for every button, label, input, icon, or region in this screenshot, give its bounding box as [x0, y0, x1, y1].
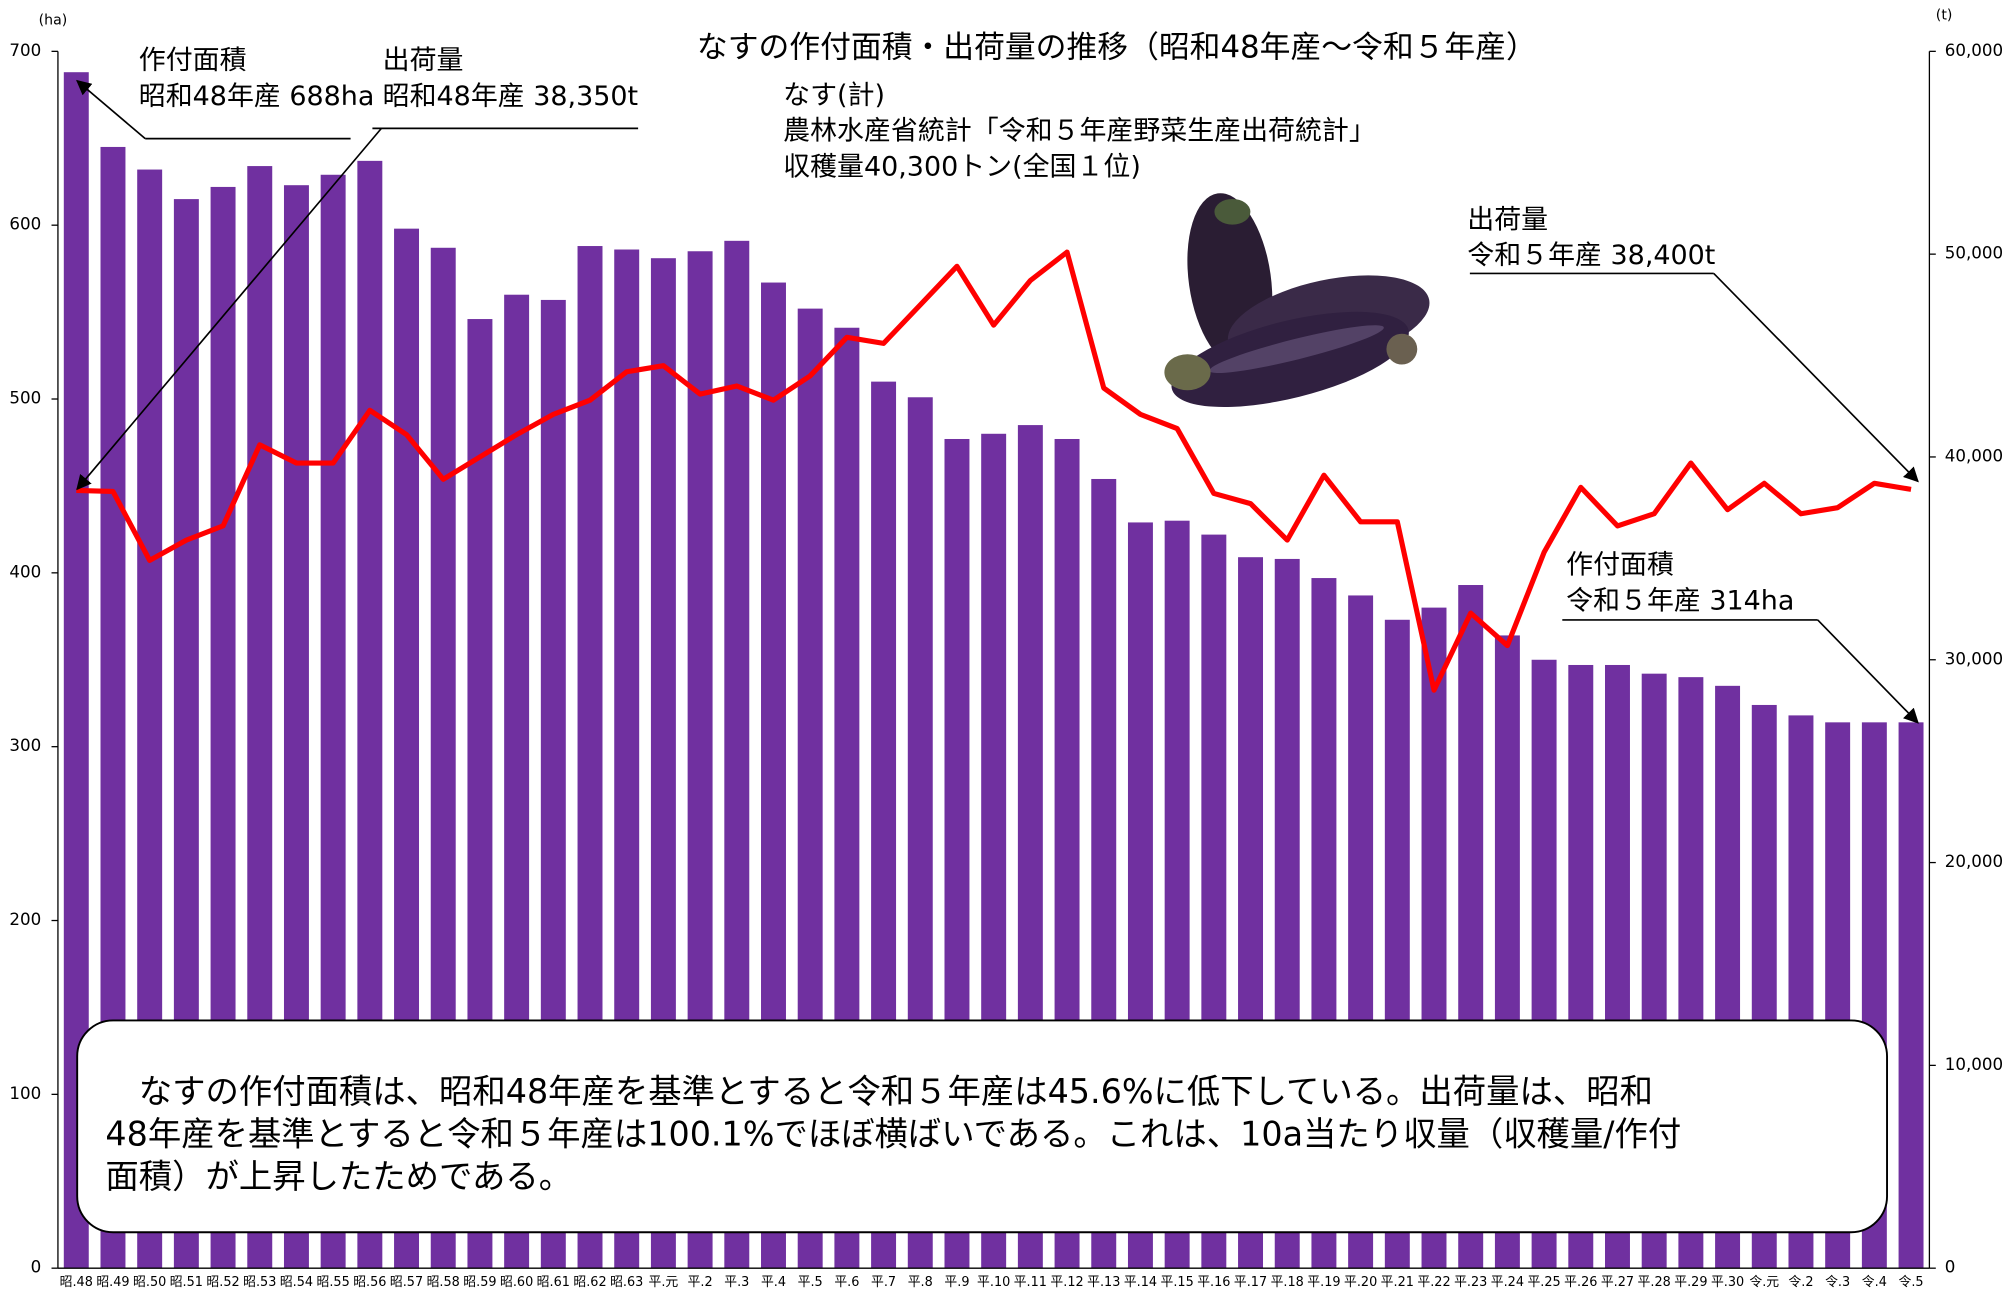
- x-tick-label: 平.27: [1601, 1275, 1634, 1290]
- y2-tick-label: 0: [1945, 1258, 1956, 1277]
- x-tick-label: 昭.54: [280, 1275, 313, 1290]
- annotation: なす(計): [783, 80, 885, 111]
- line: [76, 249, 1912, 693]
- annotation: 農林水産省統計「令和５年産野菜生産出荷統計」: [783, 116, 1376, 147]
- x-tick-label: 平.元: [649, 1275, 679, 1290]
- y-unit: (ha): [39, 13, 68, 29]
- x-tick-label: 令.3: [1825, 1275, 1850, 1290]
- x-tick-label: 平.22: [1417, 1275, 1450, 1290]
- x-tick-label: 平.7: [871, 1275, 896, 1290]
- x-tick-label: 昭.61: [537, 1275, 570, 1290]
- x-tick-label: 平.16: [1197, 1275, 1230, 1290]
- x-tick-label: 平.3: [724, 1275, 749, 1290]
- x-tick-label: 昭.51: [170, 1275, 203, 1290]
- x-tick-label: 昭.52: [206, 1275, 239, 1290]
- y2-tick-label: 60,000: [1945, 41, 2003, 60]
- x-tick-label: 昭.59: [463, 1275, 496, 1290]
- x-tick-label: 平.17: [1234, 1275, 1267, 1290]
- callout-arrow: [76, 79, 146, 140]
- annotation: 令和５年産 314ha: [1566, 586, 1794, 617]
- note-box: [76, 1019, 1888, 1234]
- x-tick-label: 平.30: [1711, 1275, 1744, 1290]
- x-tick-label: 平.4: [761, 1275, 786, 1290]
- callout-arrow: [1817, 619, 1919, 724]
- x-tick-label: 平.20: [1344, 1275, 1377, 1290]
- x-tick-label: 平.28: [1638, 1275, 1671, 1290]
- note-text: 48年産を基準とすると令和５年産は100.1%でほぼ横ばいである。これは、10a…: [105, 1114, 1681, 1153]
- eggplant-illustration: [1164, 193, 1430, 408]
- bar: [1898, 722, 1924, 1269]
- y-tick-label: 200: [9, 910, 41, 929]
- x-tick-label: 平.15: [1161, 1275, 1194, 1290]
- annotation: 昭和48年産 38,350t: [383, 81, 638, 112]
- x-tick-label: 平.24: [1491, 1275, 1524, 1290]
- note-text: 面積）が上昇したためである。: [105, 1157, 572, 1196]
- y-tick-label: 100: [9, 1084, 41, 1103]
- x-tick-label: 平.8: [908, 1275, 933, 1290]
- annotation: 出荷量: [383, 45, 464, 76]
- annotation: 令和５年産 38,400t: [1467, 240, 1715, 271]
- x-tick-label: 令.2: [1788, 1275, 1813, 1290]
- x-tick-label: 平.12: [1050, 1275, 1083, 1290]
- annotation: 昭和48年産 688ha: [139, 81, 375, 112]
- annotation: 作付面積: [1566, 550, 1674, 581]
- x-tick-label: 昭.49: [96, 1275, 129, 1290]
- x-tick-label: 平.13: [1087, 1275, 1120, 1290]
- x-tick-label: 平.18: [1271, 1275, 1304, 1290]
- callout-arrow: [76, 127, 383, 491]
- annotation: 作付面積: [139, 45, 247, 76]
- chart-title: なすの作付面積・出荷量の推移（昭和48年産～令和５年産）: [697, 29, 1537, 65]
- x-tick-label: 平.2: [688, 1275, 713, 1290]
- x-tick-label: 昭.55: [317, 1275, 350, 1290]
- x-tick-label: 平.14: [1124, 1275, 1157, 1290]
- note-text: なすの作付面積は、昭和48年産を基準とすると令和５年産は45.6%に低下している…: [105, 1072, 1653, 1111]
- x-tick-label: 平.9: [944, 1275, 969, 1290]
- x-tick-label: 平.11: [1014, 1275, 1047, 1290]
- x-tick-label: 平.6: [834, 1275, 859, 1290]
- x-tick-label: 昭.57: [390, 1275, 423, 1290]
- x-tick-label: 昭.63: [610, 1275, 643, 1290]
- x-tick-label: 昭.56: [353, 1275, 386, 1290]
- y-tick-label: 400: [9, 562, 41, 581]
- x-tick-label: 昭.60: [500, 1275, 533, 1290]
- y-tick-label: 600: [9, 215, 41, 234]
- x-tick-label: 平.21: [1381, 1275, 1414, 1290]
- x-tick-label: 平.29: [1674, 1275, 1707, 1290]
- x-tick-label: 令.4: [1862, 1275, 1887, 1290]
- x-tick-label: 平.10: [977, 1275, 1010, 1290]
- y2-tick-label: 20,000: [1945, 852, 2003, 871]
- x-tick-label: 平.19: [1307, 1275, 1340, 1290]
- y2-tick-label: 50,000: [1945, 244, 2003, 263]
- annotation: 出荷量: [1467, 204, 1548, 235]
- x-tick-label: 平.5: [798, 1275, 823, 1290]
- y2-tick-label: 10,000: [1945, 1055, 2003, 1074]
- x-tick-label: 昭.48: [60, 1275, 93, 1290]
- x-tick-label: 平.26: [1564, 1275, 1597, 1290]
- x-tick-label: 昭.50: [133, 1275, 166, 1290]
- x-tick-label: 昭.53: [243, 1275, 276, 1290]
- x-tick-label: 昭.58: [427, 1275, 460, 1290]
- x-tick-label: 平.25: [1527, 1275, 1560, 1290]
- x-tick-label: 昭.62: [573, 1275, 606, 1290]
- y2-tick-label: 30,000: [1945, 649, 2003, 668]
- y-tick-label: 300: [9, 736, 41, 755]
- callout-arrow: [1713, 272, 1919, 483]
- y2-unit: (t): [1936, 7, 1953, 23]
- y-tick-label: 500: [9, 389, 41, 408]
- y-tick-label: 700: [9, 41, 41, 60]
- x-tick-label: 平.23: [1454, 1275, 1487, 1290]
- y-tick-label: 0: [31, 1258, 42, 1277]
- x-tick-label: 令.元: [1749, 1275, 1779, 1290]
- annotation: 収穫量40,300トン(全国１位): [783, 152, 1141, 183]
- y2-tick-label: 40,000: [1945, 446, 2003, 465]
- x-tick-label: 令.5: [1899, 1275, 1924, 1290]
